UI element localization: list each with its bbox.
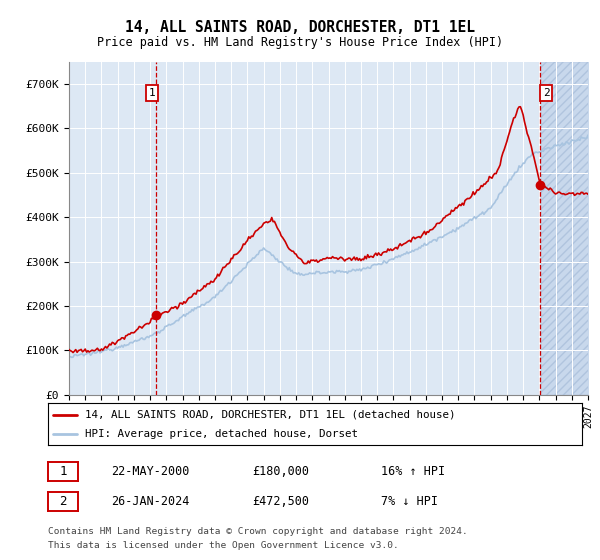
- Text: 7% ↓ HPI: 7% ↓ HPI: [381, 494, 438, 508]
- Text: 14, ALL SAINTS ROAD, DORCHESTER, DT1 1EL (detached house): 14, ALL SAINTS ROAD, DORCHESTER, DT1 1EL…: [85, 409, 456, 419]
- Text: 16% ↑ HPI: 16% ↑ HPI: [381, 465, 445, 478]
- Text: Price paid vs. HM Land Registry's House Price Index (HPI): Price paid vs. HM Land Registry's House …: [97, 36, 503, 49]
- Text: 2: 2: [543, 88, 550, 98]
- Text: 2: 2: [59, 494, 67, 508]
- Text: £180,000: £180,000: [252, 465, 309, 478]
- Text: 1: 1: [149, 88, 155, 98]
- Text: Contains HM Land Registry data © Crown copyright and database right 2024.: Contains HM Land Registry data © Crown c…: [48, 528, 468, 536]
- Text: HPI: Average price, detached house, Dorset: HPI: Average price, detached house, Dors…: [85, 429, 358, 439]
- Text: 22-MAY-2000: 22-MAY-2000: [111, 465, 190, 478]
- Text: This data is licensed under the Open Government Licence v3.0.: This data is licensed under the Open Gov…: [48, 541, 399, 550]
- Text: £472,500: £472,500: [252, 494, 309, 508]
- Text: 1: 1: [59, 465, 67, 478]
- Text: 26-JAN-2024: 26-JAN-2024: [111, 494, 190, 508]
- Text: 14, ALL SAINTS ROAD, DORCHESTER, DT1 1EL: 14, ALL SAINTS ROAD, DORCHESTER, DT1 1EL: [125, 20, 475, 35]
